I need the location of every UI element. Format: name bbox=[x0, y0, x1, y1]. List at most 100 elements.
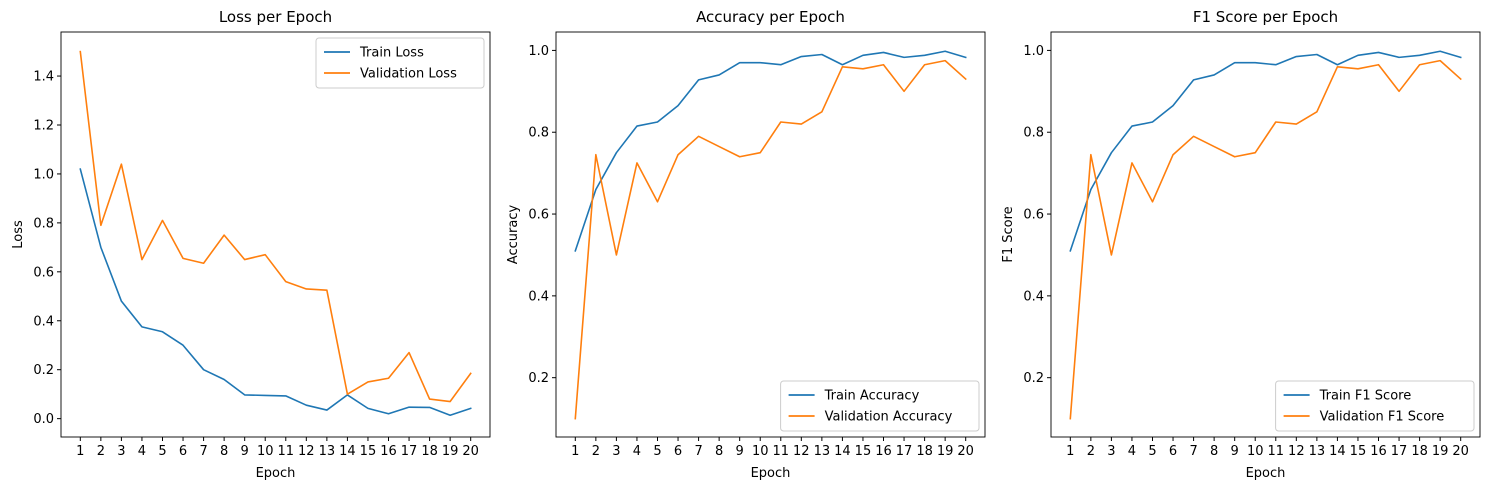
x-tick-label: 19 bbox=[1432, 444, 1449, 459]
y-tick-label: 1.4 bbox=[33, 70, 54, 85]
x-tick-label: 1 bbox=[1066, 444, 1074, 459]
y-tick-label: 0.4 bbox=[33, 314, 54, 329]
legend-label-train: Train F1 Score bbox=[1319, 389, 1412, 404]
x-tick-label: 19 bbox=[937, 444, 954, 459]
x-tick-label: 11 bbox=[277, 444, 294, 459]
legend-label-train: Train Accuracy bbox=[824, 389, 920, 404]
y-tick-label: 0.4 bbox=[528, 289, 549, 304]
x-tick-label: 14 bbox=[339, 444, 356, 459]
y-tick-label: 0.8 bbox=[1023, 126, 1044, 141]
y-tick-label: 0.4 bbox=[1023, 289, 1044, 304]
y-tick-label: 0.2 bbox=[33, 363, 54, 378]
x-tick-label: 6 bbox=[179, 444, 187, 459]
x-tick-label: 4 bbox=[633, 444, 641, 459]
y-tick-label: 0.8 bbox=[528, 126, 549, 141]
x-axis-label: Epoch bbox=[751, 466, 791, 481]
y-tick-label: 0.6 bbox=[1023, 208, 1044, 223]
x-tick-label: 10 bbox=[752, 444, 769, 459]
x-tick-label: 19 bbox=[442, 444, 459, 459]
y-tick-label: 1.0 bbox=[528, 44, 549, 59]
x-tick-label: 16 bbox=[1370, 444, 1387, 459]
x-tick-label: 14 bbox=[1329, 444, 1346, 459]
x-tick-label: 9 bbox=[736, 444, 744, 459]
series-line-validation bbox=[574, 59, 967, 420]
x-tick-label: 17 bbox=[896, 444, 913, 459]
x-tick-label: 3 bbox=[612, 444, 620, 459]
x-tick-label: 8 bbox=[715, 444, 723, 459]
x-tick-label: 3 bbox=[117, 444, 125, 459]
y-tick-label: 0.6 bbox=[33, 265, 54, 280]
chart-title: Loss per Epoch bbox=[219, 8, 332, 26]
x-tick-label: 13 bbox=[319, 444, 336, 459]
x-axis-label: Epoch bbox=[256, 466, 296, 481]
x-tick-label: 7 bbox=[694, 444, 702, 459]
x-tick-label: 5 bbox=[1148, 444, 1156, 459]
y-tick-label: 1.0 bbox=[1023, 44, 1044, 59]
series-line-train bbox=[1069, 50, 1462, 252]
y-tick-label: 0.8 bbox=[33, 216, 54, 231]
x-tick-label: 4 bbox=[138, 444, 146, 459]
y-tick-label: 0.6 bbox=[528, 208, 549, 223]
x-tick-label: 6 bbox=[674, 444, 682, 459]
y-axis-label: Loss bbox=[11, 220, 26, 249]
x-tick-label: 12 bbox=[793, 444, 810, 459]
axes-frame bbox=[555, 31, 986, 438]
x-tick-label: 18 bbox=[916, 444, 933, 459]
x-tick-label: 3 bbox=[1107, 444, 1115, 459]
legend-box bbox=[780, 380, 980, 432]
x-tick-label: 10 bbox=[1247, 444, 1264, 459]
legend: Train Loss Validation Loss bbox=[315, 37, 485, 89]
y-tick-label: 1.0 bbox=[33, 167, 54, 182]
y-tick-label: 0.0 bbox=[33, 412, 54, 427]
x-tick-label: 15 bbox=[855, 444, 872, 459]
x-tick-label: 17 bbox=[401, 444, 418, 459]
x-tick-label: 11 bbox=[1268, 444, 1285, 459]
x-tick-label: 16 bbox=[380, 444, 397, 459]
x-tick-label: 7 bbox=[199, 444, 207, 459]
x-tick-label: 11 bbox=[773, 444, 790, 459]
x-tick-label: 9 bbox=[1231, 444, 1239, 459]
x-tick-label: 1 bbox=[76, 444, 84, 459]
y-axis-label: F1 Score bbox=[1001, 206, 1016, 262]
y-tick-label: 0.2 bbox=[528, 371, 549, 386]
x-tick-label: 17 bbox=[1391, 444, 1408, 459]
legend-label-train: Train Loss bbox=[359, 46, 424, 61]
axes-frame bbox=[60, 31, 491, 438]
x-tick-label: 15 bbox=[1350, 444, 1367, 459]
x-tick-label: 20 bbox=[1452, 444, 1469, 459]
y-tick-label: 0.2 bbox=[1023, 371, 1044, 386]
x-tick-label: 20 bbox=[957, 444, 974, 459]
x-tick-label: 8 bbox=[220, 444, 228, 459]
legend: Train F1 Score Validation F1 Score bbox=[1275, 380, 1475, 432]
x-axis-label: Epoch bbox=[1246, 466, 1286, 481]
legend: Train Accuracy Validation Accuracy bbox=[780, 380, 980, 432]
x-tick-label: 10 bbox=[257, 444, 274, 459]
legend-box bbox=[315, 37, 485, 89]
x-tick-label: 5 bbox=[158, 444, 166, 459]
legend-label-validation: Validation Loss bbox=[360, 67, 457, 82]
series-line-validation bbox=[1069, 59, 1462, 420]
x-tick-label: 18 bbox=[421, 444, 438, 459]
legend-box bbox=[1275, 380, 1475, 432]
x-tick-label: 13 bbox=[814, 444, 831, 459]
chart-title: Accuracy per Epoch bbox=[696, 8, 845, 26]
x-tick-label: 1 bbox=[571, 444, 579, 459]
x-tick-label: 9 bbox=[241, 444, 249, 459]
x-tick-label: 2 bbox=[1087, 444, 1095, 459]
series-line-train bbox=[79, 168, 472, 417]
y-tick-label: 1.2 bbox=[33, 118, 54, 133]
x-tick-label: 5 bbox=[653, 444, 661, 459]
x-tick-label: 13 bbox=[1309, 444, 1326, 459]
legend-label-validation: Validation F1 Score bbox=[1320, 410, 1445, 425]
x-tick-label: 12 bbox=[298, 444, 315, 459]
x-tick-label: 12 bbox=[1288, 444, 1305, 459]
x-tick-label: 20 bbox=[462, 444, 479, 459]
x-tick-label: 7 bbox=[1189, 444, 1197, 459]
y-axis-label: Accuracy bbox=[506, 205, 521, 265]
x-tick-label: 14 bbox=[834, 444, 851, 459]
x-tick-label: 6 bbox=[1169, 444, 1177, 459]
